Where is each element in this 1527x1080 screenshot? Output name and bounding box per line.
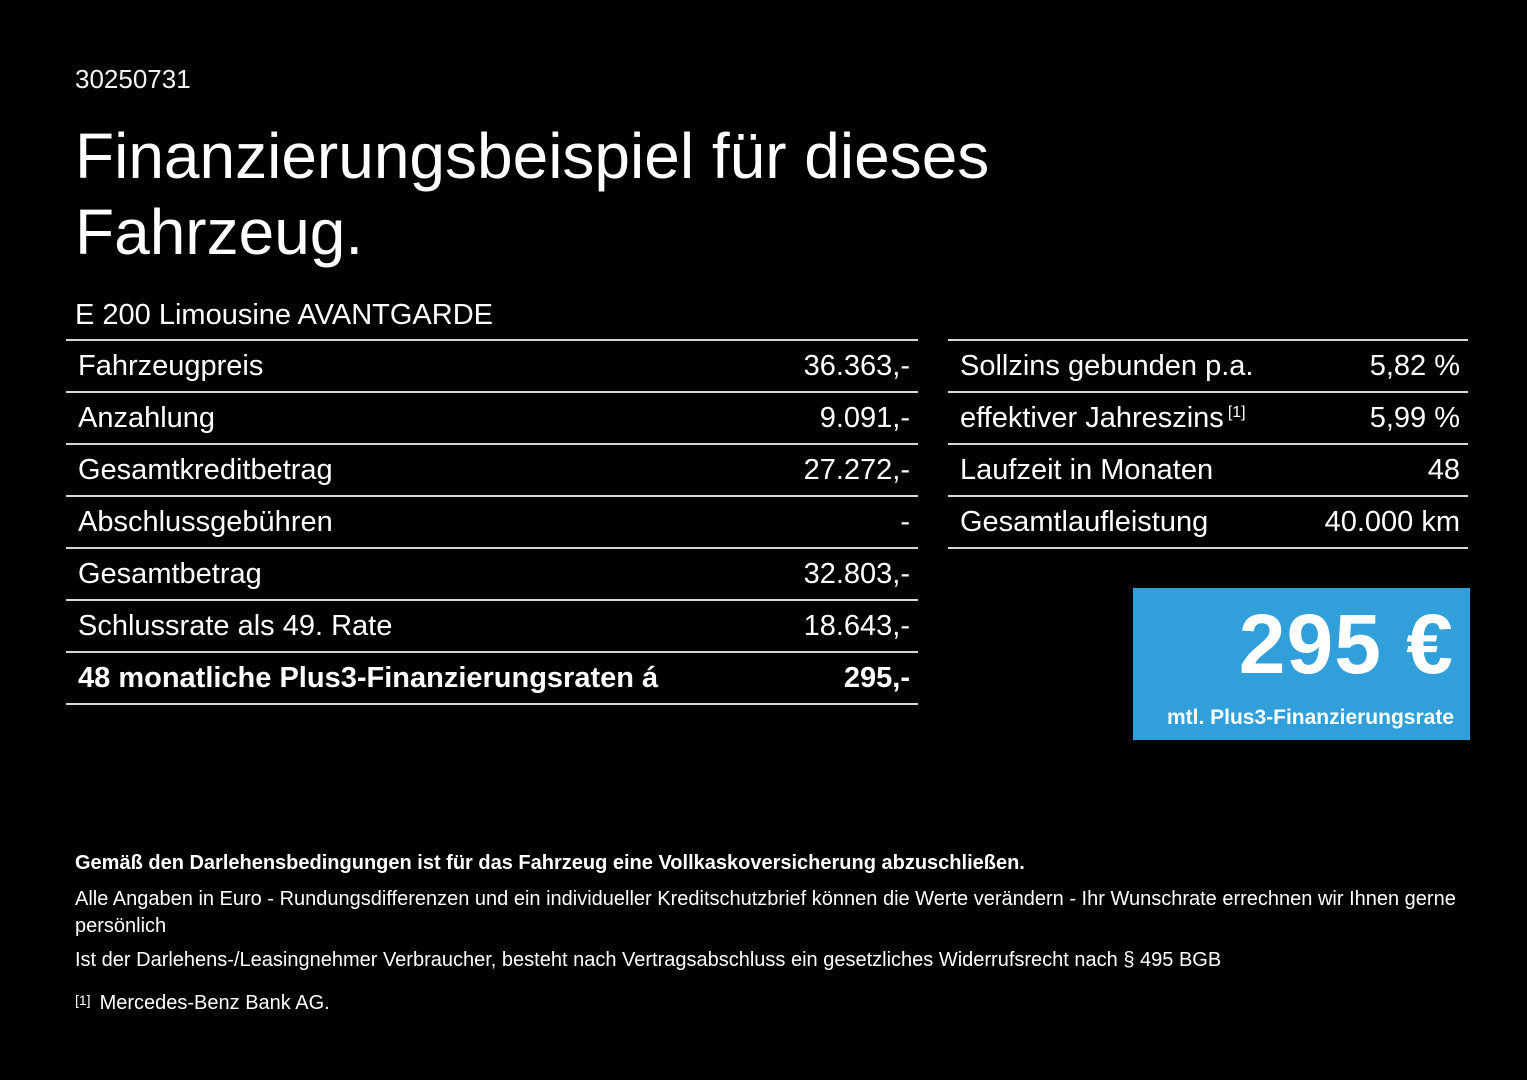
table-row-effektiver-jahreszins: effektiver Jahreszins [1] 5,99 % xyxy=(948,393,1468,445)
table-row-sollzins: Sollzins gebunden p.a. 5,82 % xyxy=(948,341,1468,393)
doc-number: 30250731 xyxy=(75,64,191,94)
row-value: 40.000 km xyxy=(1324,505,1460,538)
row-value: 5,99 % xyxy=(1369,401,1460,434)
row-value: 5,82 % xyxy=(1369,349,1460,382)
row-value: 295,- xyxy=(843,661,910,694)
row-label: Fahrzeugpreis xyxy=(78,349,264,382)
row-label: Gesamtkreditbetrag xyxy=(78,453,333,486)
row-label: Schlussrate als 49. Rate xyxy=(78,609,393,642)
withdrawal-note: Ist der Darlehens-/Leasingnehmer Verbrau… xyxy=(75,949,1222,971)
row-value: 36.363,- xyxy=(803,349,910,382)
monthly-rate-box: 295 € mtl. Plus3-Finanzierungsrate xyxy=(1133,588,1470,740)
row-value: 18.643,- xyxy=(803,609,910,642)
table-row-anzahlung: Anzahlung 9.091,- xyxy=(66,393,918,445)
monthly-rate-caption: mtl. Plus3-Finanzierungsrate xyxy=(1166,706,1454,729)
table-row-schlussrate: Schlussrate als 49. Rate 18.643,- xyxy=(66,601,918,653)
vehicle-model: E 200 Limousine AVANTGARDE xyxy=(75,299,493,331)
page-title: Finanzierungsbeispiel für dieses Fahrzeu… xyxy=(75,120,990,268)
table-row-gesamtbetrag: Gesamtbetrag 32.803,- xyxy=(66,549,918,601)
monthly-rate-amount: 295 € xyxy=(1238,597,1454,691)
footer-notes: Gemäß den Darlehensbedingungen ist für d… xyxy=(75,850,1475,1024)
finance-table-left: Fahrzeugpreis 36.363,- Anzahlung 9.091,-… xyxy=(66,339,918,705)
row-label: Anzahlung xyxy=(78,401,216,434)
table-row-gesamtlaufleistung: Gesamtlaufleistung 40.000 km xyxy=(948,497,1468,549)
row-label: Abschlussgebühren xyxy=(78,505,333,538)
finance-table-right: Sollzins gebunden p.a. 5,82 % effektiver… xyxy=(948,339,1468,549)
table-row-laufzeit: Laufzeit in Monaten 48 xyxy=(948,445,1468,497)
table-row-gesamtkreditbetrag: Gesamtkreditbetrag 27.272,- xyxy=(66,445,918,497)
footnote-marker: [1] xyxy=(75,992,91,1008)
table-row-abschlussgebuehren: Abschlussgebühren - xyxy=(66,497,918,549)
table-row-fahrzeugpreis: Fahrzeugpreis 36.363,- xyxy=(66,341,918,393)
footnote-bank: [1] Mercedes-Benz Bank AG. xyxy=(75,987,1475,1017)
row-label: 48 monatliche Plus3-Finanzierungsraten á xyxy=(78,661,659,694)
row-value: 27.272,- xyxy=(803,453,910,486)
footnote-text: Mercedes-Benz Bank AG. xyxy=(99,992,330,1014)
row-label: Sollzins gebunden p.a. xyxy=(960,349,1254,382)
footnote-ref: [1] xyxy=(1227,403,1246,421)
row-label: Gesamtbetrag xyxy=(78,557,262,590)
rounding-note: Alle Angaben in Euro - Rundungsdifferenz… xyxy=(75,888,1456,937)
row-value: 9.091,- xyxy=(819,401,910,434)
insurance-note: Gemäß den Darlehensbedingungen ist für d… xyxy=(75,852,1025,874)
row-label: effektiver Jahreszins [1] xyxy=(960,401,1246,434)
row-label: Laufzeit in Monaten xyxy=(960,453,1214,486)
row-value: 48 xyxy=(1427,453,1460,486)
table-row-monatsraten: 48 monatliche Plus3-Finanzierungsraten á… xyxy=(66,653,918,705)
row-label: Gesamtlaufleistung xyxy=(960,505,1209,538)
row-value: 32.803,- xyxy=(803,557,910,590)
row-value: - xyxy=(900,505,910,538)
